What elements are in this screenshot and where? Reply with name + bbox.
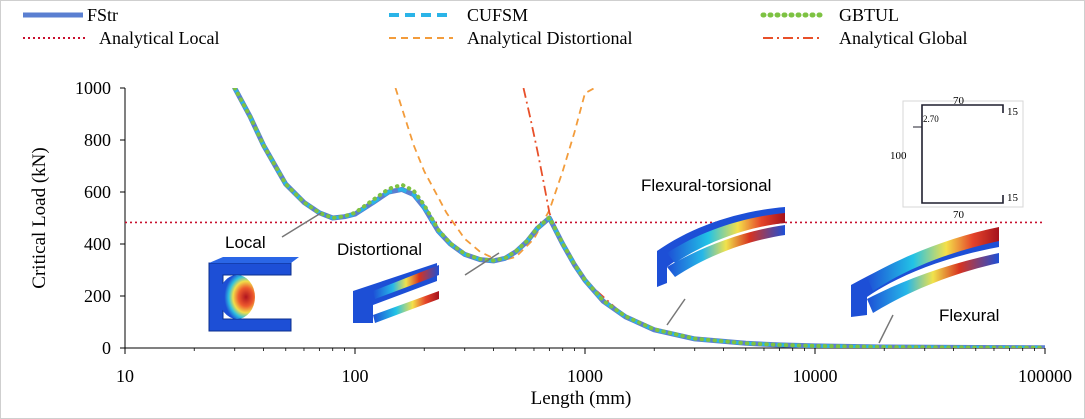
dim-thickness: 2.70 xyxy=(923,114,939,124)
x-ticks: 10 100 1000 10000 100000 xyxy=(116,348,1072,386)
x-tick-label: 1000 xyxy=(567,366,603,386)
series-layer xyxy=(125,88,1045,348)
y-tick-label: 800 xyxy=(84,130,111,150)
dim-flange-top: 70 xyxy=(953,95,965,107)
series-analytical-distortional xyxy=(394,88,595,261)
legend-label-analytical-local: Analytical Local xyxy=(99,28,219,48)
y-tick-label: 400 xyxy=(84,234,111,254)
cross-section-outline xyxy=(921,104,1004,204)
label-local: Local xyxy=(225,233,266,252)
label-flexural: Flexural xyxy=(939,306,999,325)
pointer-distortional xyxy=(464,252,500,276)
mode-shape-distortional xyxy=(353,263,439,323)
series-gbtul xyxy=(232,88,1045,348)
label-distortional: Distortional xyxy=(337,240,422,259)
y-tick-label: 0 xyxy=(102,338,111,358)
y-tick-label: 200 xyxy=(84,286,111,306)
x-tick-label: 10000 xyxy=(793,366,838,386)
y-tick-label: 1000 xyxy=(75,78,111,98)
mode-shape-flexural xyxy=(851,227,999,317)
dim-lip-top: 15 xyxy=(1007,106,1019,118)
mode-shape-local xyxy=(208,257,299,332)
pointer-flexural-torsional xyxy=(666,298,686,326)
label-flexural-torsional: Flexural-torsional xyxy=(641,176,771,195)
x-tick-label: 100 xyxy=(342,366,369,386)
cross-section-inset: 70 70 15 15 100 2.70 xyxy=(890,95,1024,221)
x-axis-title: Length (mm) xyxy=(531,388,632,409)
dim-web-height: 100 xyxy=(890,150,907,162)
legend-label-analytical-global: Analytical Global xyxy=(839,28,967,48)
legend-label-gbtul: GBTUL xyxy=(839,5,899,25)
pointer-local xyxy=(281,212,322,238)
legend-label-analytical-distortional: Analytical Distortional xyxy=(467,28,632,48)
y-ticks: 0 200 400 600 800 1000 xyxy=(75,78,125,358)
legend-label-fstr: FStr xyxy=(87,5,118,25)
y-axis-title: Critical Load (kN) xyxy=(29,147,50,288)
x-tick-label: 10 xyxy=(116,366,134,386)
dim-lip-bottom: 15 xyxy=(1007,192,1019,204)
mode-shape-flexural-torsional xyxy=(657,207,785,287)
x-tick-label: 100000 xyxy=(1018,366,1072,386)
legend-label-cufsm: CUFSM xyxy=(467,5,528,25)
dim-flange-bottom: 70 xyxy=(953,209,965,221)
pointer-flexural xyxy=(878,314,894,344)
legend: FStr CUFSM GBTUL Analytical Local Analyt… xyxy=(23,5,967,48)
y-tick-label: 600 xyxy=(84,182,111,202)
